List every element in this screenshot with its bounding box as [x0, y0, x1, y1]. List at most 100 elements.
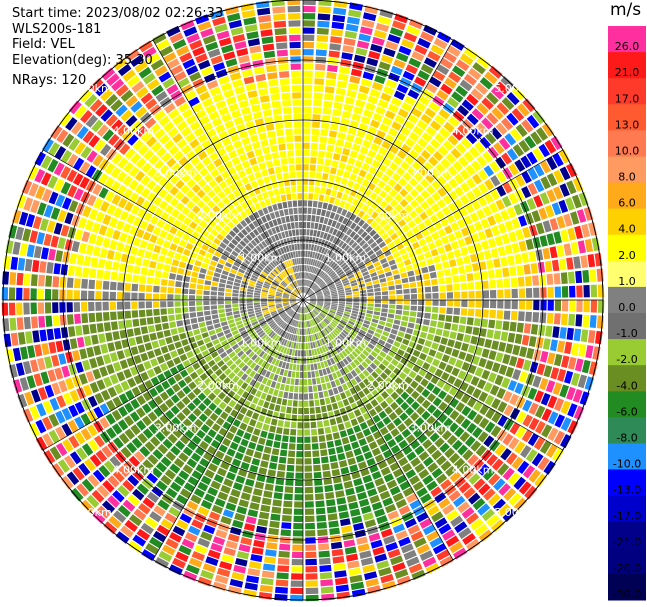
velocity-gate: [416, 543, 430, 555]
velocity-gate: [324, 397, 331, 405]
velocity-gate: [345, 23, 359, 32]
velocity-gate: [276, 42, 288, 50]
velocity-gate: [134, 183, 145, 195]
velocity-gate: [405, 386, 415, 395]
velocity-gate: [461, 342, 469, 352]
velocity-gate: [375, 237, 384, 245]
velocity-gate: [170, 174, 180, 185]
velocity-gate: [317, 201, 323, 209]
velocity-gate: [16, 287, 23, 300]
velocity-gate: [288, 20, 301, 27]
velocity-gate: [327, 137, 336, 145]
velocity-gate: [334, 256, 341, 263]
velocity-gate: [303, 250, 306, 257]
velocity-gate: [414, 205, 424, 215]
velocity-gate: [466, 113, 479, 126]
velocity-gate: [210, 480, 221, 490]
velocity-gate: [439, 292, 446, 299]
velocity-gate: [393, 237, 402, 246]
velocity-gate: [255, 327, 263, 334]
velocity-gate: [254, 307, 261, 311]
velocity-gate: [243, 274, 251, 280]
velocity-gate: [557, 368, 567, 382]
velocity-gate: [317, 238, 323, 246]
velocity-gate: [260, 577, 274, 586]
velocity-gate: [334, 146, 343, 154]
velocity-gate: [254, 202, 262, 211]
velocity-gate: [261, 36, 274, 44]
velocity-gate: [503, 404, 514, 417]
velocity-gate: [532, 375, 542, 388]
velocity-gate: [326, 499, 336, 507]
velocity-gate: [293, 281, 297, 288]
velocity-gate: [397, 149, 407, 160]
velocity-gate: [355, 335, 363, 342]
velocity-gate: [227, 380, 235, 389]
velocity-gate: [211, 281, 219, 287]
velocity-gate: [522, 226, 531, 239]
velocity-gate: [293, 515, 303, 523]
velocity-gate: [274, 258, 280, 266]
velocity-gate: [156, 355, 165, 364]
velocity-gate: [328, 447, 336, 456]
velocity-gate: [394, 451, 405, 461]
velocity-gate: [551, 259, 560, 272]
velocity-gate: [176, 246, 185, 254]
velocity-gate: [37, 302, 45, 314]
velocity-gate: [263, 50, 276, 59]
velocity-gate: [254, 171, 262, 179]
velocity-gate: [165, 410, 175, 420]
velocity-gate: [108, 515, 122, 529]
velocity-gate: [153, 277, 161, 285]
azimuth-spoke: [302, 40, 454, 301]
velocity-gate: [316, 294, 323, 297]
velocity-gate: [95, 280, 103, 290]
velocity-gate: [278, 390, 284, 398]
velocity-gate: [218, 373, 227, 381]
velocity-gate: [474, 221, 483, 232]
velocity-gate: [389, 462, 400, 472]
velocity-gate: [290, 302, 297, 306]
velocity-gate: [300, 307, 302, 314]
velocity-gate: [265, 256, 271, 263]
velocity-gate: [289, 318, 294, 325]
velocity-gate: [273, 325, 279, 332]
velocity-gate: [181, 338, 189, 347]
velocity-gate: [382, 449, 393, 459]
velocity-gate: [307, 265, 310, 272]
velocity-gate: [530, 324, 539, 335]
velocity-gate: [310, 296, 316, 299]
velocity-gate: [185, 263, 194, 271]
velocity-gate: [131, 386, 141, 397]
velocity-gate: [393, 417, 402, 427]
velocity-gate: [122, 223, 132, 233]
velocity-gate: [435, 163, 446, 174]
velocity-gate: [412, 481, 424, 492]
velocity-gate: [131, 437, 143, 449]
velocity-gate: [174, 475, 186, 487]
velocity-gate: [132, 488, 145, 501]
velocity-gate: [372, 315, 380, 320]
velocity-gate: [425, 173, 435, 184]
velocity-gate: [432, 386, 441, 396]
velocity-gate: [189, 289, 196, 295]
velocity-gate: [269, 307, 276, 311]
velocity-gate: [374, 75, 386, 85]
velocity-gate: [304, 314, 307, 321]
velocity-gate: [177, 212, 186, 222]
velocity-gate: [472, 262, 480, 272]
velocity-gate: [304, 436, 311, 443]
velocity-gate: [224, 296, 232, 300]
velocity-gate: [378, 241, 387, 249]
velocity-gate: [368, 268, 376, 274]
velocity-gate: [127, 75, 141, 88]
velocity-gate: [511, 300, 518, 310]
velocity-gate: [324, 328, 330, 334]
velocity-gate: [459, 274, 467, 282]
velocity-gate: [518, 311, 525, 322]
velocity-gate: [189, 356, 197, 365]
velocity-gate: [518, 288, 526, 298]
velocity-gate: [366, 418, 375, 427]
velocity-gate: [284, 421, 291, 428]
velocity-gate: [105, 427, 117, 439]
